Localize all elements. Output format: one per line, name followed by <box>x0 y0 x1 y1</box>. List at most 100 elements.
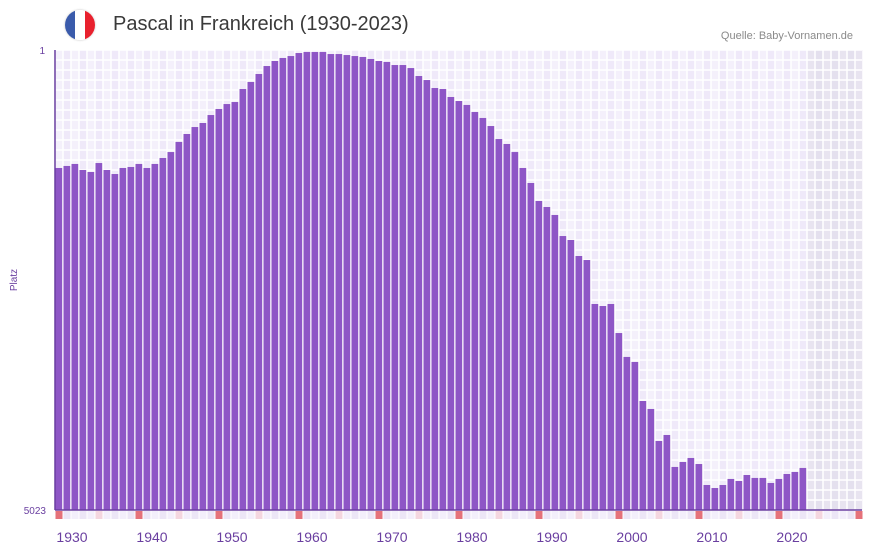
bar-1962 <box>311 52 319 510</box>
bar-1937 <box>111 174 119 510</box>
bar-1947 <box>191 127 199 511</box>
bar-1950 <box>215 108 223 510</box>
bar-1988 <box>519 167 527 510</box>
year-marker-1937 <box>111 511 119 519</box>
year-marker-1996 <box>583 511 591 519</box>
flag-blue <box>65 10 75 40</box>
year-markers <box>55 511 863 519</box>
x-tick-label: 2010 <box>696 529 727 545</box>
year-marker-1936 <box>103 511 111 519</box>
bar-1989 <box>527 182 535 510</box>
bar-2015 <box>735 480 743 510</box>
flag-white <box>75 10 85 40</box>
bar-1935 <box>95 163 103 510</box>
year-marker-1979 <box>447 511 455 519</box>
year-marker-1983 <box>479 511 487 519</box>
year-marker-1980 <box>455 511 463 519</box>
x-tick-label: 1990 <box>536 529 567 545</box>
bar-2011 <box>703 484 711 510</box>
bar-2019 <box>767 482 775 510</box>
bar-2023 <box>799 467 807 510</box>
year-marker-1935 <box>95 511 103 519</box>
x-tick-label: 1940 <box>136 529 167 545</box>
chart-title: Pascal in Frankreich (1930-2023) <box>113 13 409 35</box>
bar-2001 <box>623 356 631 510</box>
year-marker-2009 <box>687 511 695 519</box>
year-marker-1969 <box>367 511 375 519</box>
bar-2021 <box>783 474 791 510</box>
flag-red <box>85 10 95 40</box>
year-marker-1989 <box>527 511 535 519</box>
bar-1984 <box>487 126 495 511</box>
bar-1977 <box>431 88 439 510</box>
bar-1944 <box>167 152 175 510</box>
year-marker-1956 <box>263 511 271 519</box>
year-marker-1965 <box>335 511 343 519</box>
year-marker-1939 <box>127 511 135 519</box>
bar-1953 <box>239 89 247 510</box>
bar-1972 <box>391 65 399 510</box>
year-marker-1970 <box>375 511 383 519</box>
bar-2012 <box>711 488 719 510</box>
bar-1974 <box>407 68 415 510</box>
bar-1951 <box>223 104 231 511</box>
year-marker-2014 <box>727 511 735 519</box>
year-marker-2012 <box>711 511 719 519</box>
year-marker-1933 <box>79 511 87 519</box>
year-marker-1961 <box>303 511 311 519</box>
y-tick-bottom: 5023 <box>24 506 47 517</box>
bar-2003 <box>639 400 647 510</box>
bar-1987 <box>511 152 519 510</box>
year-marker-2011 <box>703 511 711 519</box>
year-marker-1971 <box>383 511 391 519</box>
year-marker-2019 <box>767 511 775 519</box>
bar-2018 <box>759 477 767 510</box>
year-marker-1998 <box>599 511 607 519</box>
year-marker-1951 <box>223 511 231 519</box>
year-marker-1993 <box>559 511 567 519</box>
year-marker-1940 <box>135 511 143 519</box>
bar-1981 <box>463 104 471 510</box>
year-marker-1990 <box>535 511 543 519</box>
year-marker-2021 <box>783 511 791 519</box>
year-marker-1931 <box>63 511 71 519</box>
bar-1959 <box>287 56 295 510</box>
bar-1991 <box>543 206 551 511</box>
year-marker-2022 <box>791 511 799 519</box>
bar-2022 <box>791 471 799 510</box>
year-marker-1988 <box>519 511 527 519</box>
year-marker-1930 <box>55 511 63 519</box>
bar-1948 <box>199 123 207 511</box>
bar-1968 <box>359 56 367 511</box>
bar-1979 <box>447 96 455 510</box>
x-tick-label: 2000 <box>616 529 647 545</box>
bar-1958 <box>279 57 287 511</box>
year-marker-1975 <box>415 511 423 519</box>
bar-2006 <box>663 434 671 510</box>
bar-2007 <box>671 466 679 510</box>
bar-1941 <box>143 167 151 510</box>
bar-1992 <box>551 214 559 510</box>
bar-1997 <box>591 303 599 510</box>
year-marker-1982 <box>471 511 479 519</box>
year-marker-1941 <box>143 511 151 519</box>
bar-1983 <box>479 117 487 510</box>
year-marker-1957 <box>271 511 279 519</box>
year-marker-2007 <box>671 511 679 519</box>
year-marker-1938 <box>119 511 127 519</box>
x-tick-label: 1980 <box>456 529 487 545</box>
year-marker-1986 <box>503 511 511 519</box>
year-marker-1945 <box>175 511 183 519</box>
year-marker-1984 <box>487 511 495 519</box>
bar-1994 <box>567 239 575 511</box>
year-marker-1962 <box>311 511 319 519</box>
year-marker-2023 <box>799 511 807 519</box>
year-marker-1947 <box>191 511 199 519</box>
bar-2010 <box>695 464 703 510</box>
year-marker-2026 <box>823 511 831 519</box>
year-marker-1966 <box>343 511 351 519</box>
year-marker-2024 <box>807 511 815 519</box>
bar-1996 <box>583 260 591 510</box>
year-marker-2002 <box>631 511 639 519</box>
